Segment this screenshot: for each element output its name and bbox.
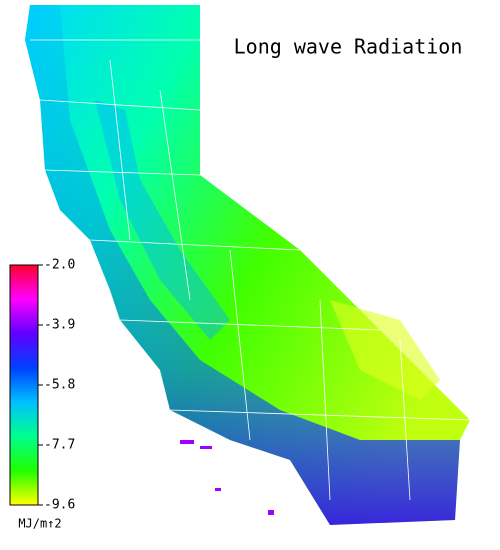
desert-high [330, 300, 440, 400]
map-title: Long wave Radiation [234, 35, 463, 59]
coastal-zone [25, 5, 460, 525]
colorbar-tick-label: -3.9 [44, 318, 75, 333]
colorbar-tick-label: -5.8 [44, 378, 75, 393]
colorbar-scale [9, 264, 39, 506]
colorbar-tick-label: -2.0 [44, 258, 75, 273]
colorbar-tick-label: -9.6 [44, 498, 75, 513]
islands [180, 440, 274, 515]
colorbar-unit: MJ/m↑2 [18, 517, 61, 531]
state-shape [25, 5, 470, 525]
colorbar: -2.0 -3.9 -5.8 -7.7 -9.6 MJ/m↑2 [9, 258, 75, 531]
colorbar-tick-label: -7.7 [44, 438, 75, 453]
california-map [25, 5, 471, 525]
county-lines [30, 39, 471, 501]
central-valley [95, 100, 230, 340]
